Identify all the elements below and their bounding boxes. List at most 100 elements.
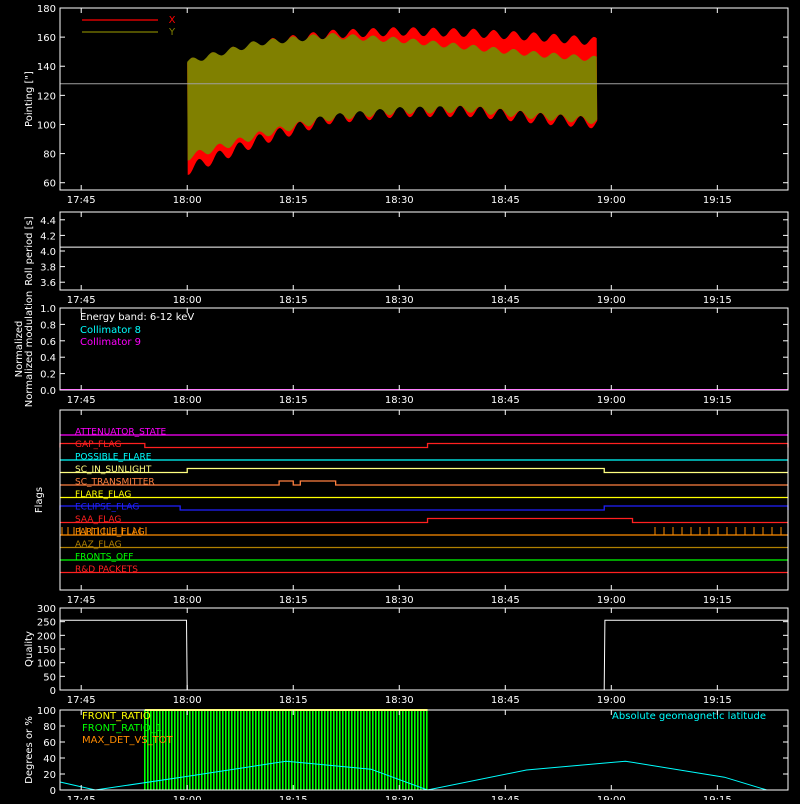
flag-GAP_FLAG-label: GAP_FLAG xyxy=(75,440,121,450)
flag-ECLIPSE_FLAG-trace xyxy=(59,505,789,511)
modulation-xtick-label: 19:15 xyxy=(703,395,732,406)
legend-X-label: X xyxy=(169,15,176,26)
ratios-ytick-label: 100 xyxy=(37,706,56,717)
quality-xtick-label: 19:15 xyxy=(703,695,732,706)
flags-xtick-label: 19:00 xyxy=(597,595,626,606)
modulation-xtick-label: 17:45 xyxy=(67,395,96,406)
pointing-ytick-label: 160 xyxy=(37,33,56,44)
ratios-ytick-label: 40 xyxy=(43,754,56,765)
legend-Y-label: Y xyxy=(168,27,176,38)
pointing-xtick-label: 18:30 xyxy=(385,195,414,206)
roll-frame xyxy=(59,211,789,291)
ratios-xtick-label: 18:30 xyxy=(385,795,414,800)
quality-ytick-label: 100 xyxy=(37,659,56,670)
roll-xtick-label: 18:00 xyxy=(173,295,202,306)
legend-geomag-label: Absolute geomagnetic latitude xyxy=(612,711,766,722)
roll-ytick-label: 3.6 xyxy=(40,278,56,289)
flags-xtick-label: 18:00 xyxy=(173,595,202,606)
modulation-xtick-label: 19:00 xyxy=(597,395,626,406)
roll-ytick-label: 4.2 xyxy=(40,231,56,242)
flag-POSSIBLE_FLARE-label: POSSIBLE_FLARE xyxy=(75,453,152,463)
pointing-frame xyxy=(59,7,789,191)
modulation-ytick-label: 0.8 xyxy=(40,320,56,331)
modulation-xtick-label: 18:30 xyxy=(385,395,414,406)
legend-collimator9-label: Collimator 9 xyxy=(80,337,141,348)
ratios-xtick-label: 18:15 xyxy=(279,795,308,800)
quality-xtick-label: 18:30 xyxy=(385,695,414,706)
flags-xtick-label: 18:15 xyxy=(279,595,308,606)
flags-xtick-label: 19:15 xyxy=(703,595,732,606)
modulation-ytick-label: 0.4 xyxy=(40,353,56,364)
flag-SC_IN_SUNLIGHT-label: SC_IN_SUNLIGHT xyxy=(75,465,152,475)
roll-xtick-label: 18:15 xyxy=(279,295,308,306)
modulation-xtick-label: 18:00 xyxy=(173,395,202,406)
roll-ytick-label: 4.4 xyxy=(40,216,56,227)
ratios-ylabel: Degrees or % xyxy=(24,716,35,784)
quality-ytick-label: 250 xyxy=(37,618,56,629)
roll-xtick-label: 19:15 xyxy=(703,295,732,306)
flag-SC_IN_SUNLIGHT-trace xyxy=(60,467,788,474)
flag-particle-spikes xyxy=(61,527,782,535)
front-ratio-bars xyxy=(144,710,428,790)
pointing-ytick-label: 180 xyxy=(37,4,56,15)
pointing-ytick-label: 100 xyxy=(37,120,56,131)
quality-xtick-label: 18:45 xyxy=(491,695,520,706)
legend-front-ratio-1-label: FRONT_RATIO_1 xyxy=(82,723,162,734)
pointing-ytick-label: 60 xyxy=(43,179,56,190)
modulation-annotation: Energy band: 6-12 keV xyxy=(80,312,194,323)
flag-GAP_FLAG-trace xyxy=(59,442,789,449)
ratios-xtick-label: 19:15 xyxy=(703,795,732,800)
pointing-ytick-label: 140 xyxy=(37,62,56,73)
modulation-ytick-label: 1.0 xyxy=(40,304,56,315)
roll-xtick-label: 17:45 xyxy=(67,295,96,306)
flag-SC_TRANSMITTER-trace xyxy=(60,480,788,486)
quality-xtick-label: 18:15 xyxy=(279,695,308,706)
quality-xtick-label: 17:45 xyxy=(67,695,96,706)
quality-ytick-label: 50 xyxy=(43,672,56,683)
pointing-xtick-label: 18:45 xyxy=(491,195,520,206)
quality-ytick-label: 0 xyxy=(50,686,56,697)
modulation-frame xyxy=(59,307,789,391)
modulation-ylabel: Normalized modulation xyxy=(24,291,35,408)
pointing-ytick-label: 80 xyxy=(43,150,56,161)
flag-FRONTS_OFF-label: FRONTS_OFF xyxy=(75,553,133,563)
roll-ytick-label: 4.0 xyxy=(40,247,56,258)
quality-xtick-label: 18:00 xyxy=(173,695,202,706)
quality-ytick-label: 300 xyxy=(37,604,56,615)
quality-line xyxy=(60,619,788,691)
pointing-xtick-label: 19:00 xyxy=(597,195,626,206)
flag-SC_TRANSMITTER-label: SC_TRANSMITTER xyxy=(75,478,155,488)
roll-xtick-label: 18:45 xyxy=(491,295,520,306)
flags-frame xyxy=(59,409,789,591)
pointing-xtick-label: 18:15 xyxy=(279,195,308,206)
ratios-xtick-label: 18:00 xyxy=(173,795,202,800)
modulation-ytick-label: 0.0 xyxy=(40,386,56,397)
ratios-xtick-label: 17:45 xyxy=(67,795,96,800)
roll-xtick-label: 18:30 xyxy=(385,295,414,306)
modulation-ytick-label: 0.6 xyxy=(40,337,56,348)
legend-collimator8-label: Collimator 8 xyxy=(80,325,141,336)
flag-ECLIPSE_FLAG-label: ECLIPSE_FLAG xyxy=(75,503,139,513)
flag-SAA_FLAG-label: SAA_FLAG xyxy=(75,515,121,525)
ratios-xtick-label: 19:00 xyxy=(597,795,626,800)
flag-AAZ_FLAG-label: AAZ_FLAG xyxy=(75,540,122,550)
pointing-xtick-label: 19:15 xyxy=(703,195,732,206)
flag-ATTENUATOR_STATE-label: ATTENUATOR_STATE xyxy=(75,428,167,438)
ratios-frame xyxy=(59,709,789,791)
flags-xtick-label: 18:45 xyxy=(491,595,520,606)
flags-ylabel: Flags xyxy=(34,487,45,513)
quality-ylabel: Quality xyxy=(24,631,35,667)
pointing-Y-band xyxy=(187,33,598,161)
legend-front-ratio-label: FRONT_RATIO xyxy=(82,711,151,722)
roll-ytick-label: 3.8 xyxy=(40,263,56,274)
pointing-ylabel: Pointing ["] xyxy=(24,71,35,127)
pointing-xtick-label: 17:45 xyxy=(67,195,96,206)
ratios-xtick-label: 18:45 xyxy=(491,795,520,800)
flag-FLARE_FLAG-label: FLARE_FLAG xyxy=(75,490,131,500)
pointing-xtick-label: 18:00 xyxy=(173,195,202,206)
quality-ytick-label: 150 xyxy=(37,645,56,656)
ratios-ytick-label: 80 xyxy=(43,722,56,733)
modulation-ylabel-line1: Normalized xyxy=(14,321,25,378)
